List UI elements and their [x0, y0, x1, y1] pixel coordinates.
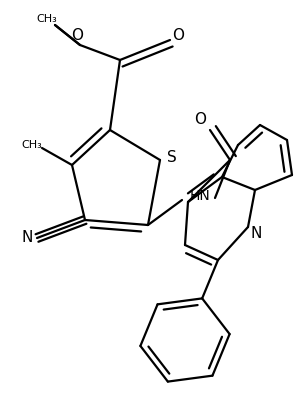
Text: HN: HN	[190, 189, 211, 203]
Text: N: N	[21, 230, 33, 246]
Text: O: O	[172, 29, 184, 44]
Text: CH₃: CH₃	[37, 14, 58, 24]
Text: O: O	[71, 27, 83, 42]
Text: N: N	[250, 225, 262, 241]
Text: CH₃: CH₃	[22, 140, 42, 150]
Text: O: O	[194, 112, 206, 127]
Text: S: S	[167, 151, 177, 166]
